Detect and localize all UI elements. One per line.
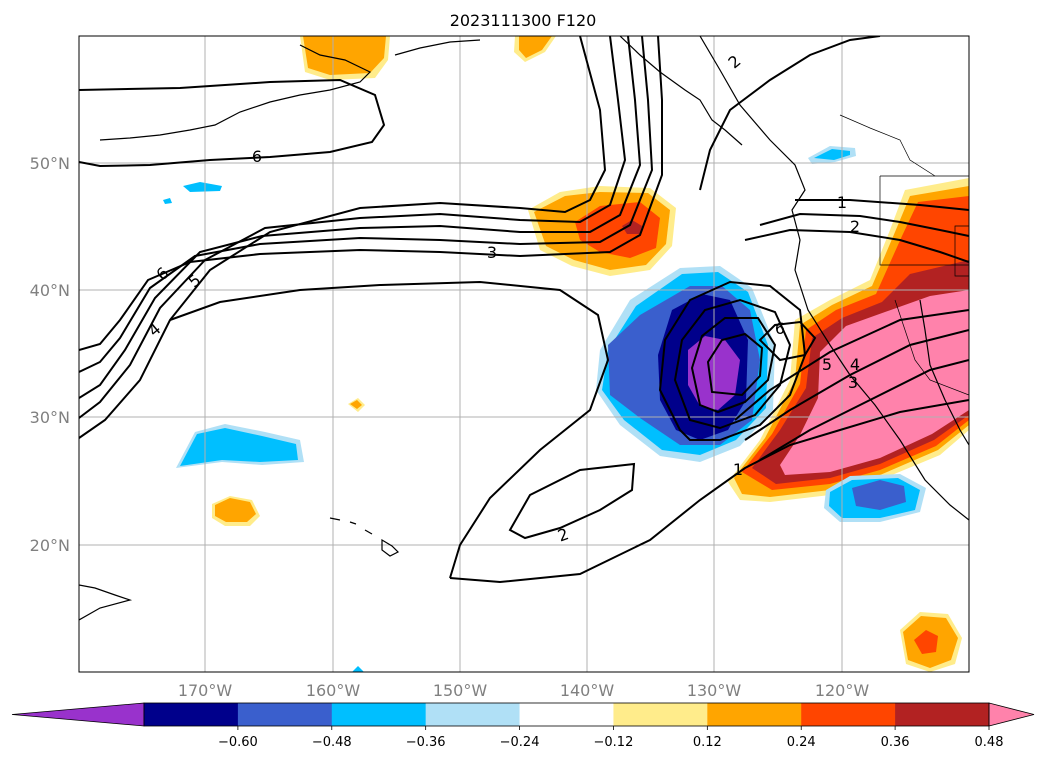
lat-tick-labels: 50°N 40°N 30°N 20°N xyxy=(30,154,70,555)
colorbar-bin xyxy=(801,703,896,726)
colorbar-bin xyxy=(519,703,614,726)
colorbar-bin xyxy=(237,703,333,726)
figure-title: 2023111300 F120 xyxy=(450,11,597,30)
colorbar-tick-label: 0.24 xyxy=(787,735,816,750)
contour-label: 2 xyxy=(850,217,860,236)
colorbar-extend-high xyxy=(988,702,1035,727)
colorbar-tick-label: 0.48 xyxy=(975,735,1004,750)
colorbar-tick-label: 0.36 xyxy=(881,735,910,750)
lat-label: 40°N xyxy=(30,281,70,300)
contour-label: 6 xyxy=(775,319,785,338)
contour-label: 1 xyxy=(733,460,743,479)
contour-label: 3 xyxy=(487,243,497,262)
colorbar-tick-label: −0.24 xyxy=(500,735,540,750)
contour-label: 1 xyxy=(837,193,847,212)
colorbar-bin xyxy=(895,703,990,726)
contour-label: 5 xyxy=(822,355,832,374)
contour-lines xyxy=(79,36,969,584)
contour-label: 3 xyxy=(848,373,858,392)
colorbar: −0.60 −0.48 −0.36 −0.24 −0.12 0.12 0.24 0.36 0.4… xyxy=(11,702,1035,750)
lon-label: 150°W xyxy=(433,681,488,700)
colorbar-bin xyxy=(707,703,802,726)
map-frame xyxy=(78,35,970,673)
lon-label: 160°W xyxy=(306,681,361,700)
colorbar-tick-label: 0.12 xyxy=(693,735,722,750)
map-content: 6 6 5 4 3 2 1 2 6 5 4 3 1 2 xyxy=(79,36,969,672)
contour-label: 6 xyxy=(252,147,262,166)
colorbar-bin xyxy=(331,703,427,726)
lat-label: 50°N xyxy=(30,154,70,173)
contour-label: 4 xyxy=(850,355,860,374)
colorbar-tick-label: −0.60 xyxy=(218,735,258,750)
colorbar-bin xyxy=(425,703,521,726)
lon-label: 120°W xyxy=(815,681,870,700)
lon-label: 130°W xyxy=(687,681,742,700)
colorbar-bin xyxy=(613,703,708,726)
lon-label: 170°W xyxy=(178,681,233,700)
lon-tick-labels: 170°W 160°W 150°W 140°W 130°W 120°W xyxy=(178,681,870,700)
lat-label: 30°N xyxy=(30,408,70,427)
lat-label: 20°N xyxy=(30,536,70,555)
colorbar-tick-label: −0.12 xyxy=(594,735,634,750)
colorbar-tick-label: −0.48 xyxy=(312,735,352,750)
colorbar-extend-low xyxy=(11,702,145,727)
colorbar-frame xyxy=(143,702,990,727)
colorbar-tick-label: −0.36 xyxy=(406,735,446,750)
colorbar-bin xyxy=(144,703,239,726)
map-panel: 6 6 5 4 3 2 1 2 6 5 4 3 1 2 170°W 160°W … xyxy=(30,35,970,700)
lon-label: 140°W xyxy=(560,681,615,700)
